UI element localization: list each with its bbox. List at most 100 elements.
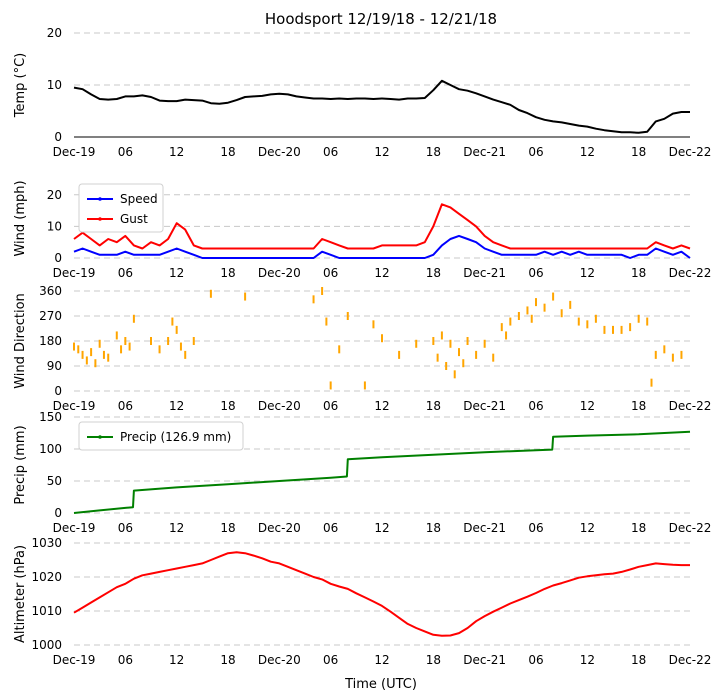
precip-y-tick-label: 0 — [54, 506, 62, 520]
direction-point — [363, 381, 366, 390]
direction-point — [325, 317, 328, 326]
direction-x-tick-label: 18 — [426, 399, 441, 413]
direction-point — [526, 306, 529, 315]
temp-x-tick-label: 18 — [426, 145, 441, 159]
direction-point — [530, 314, 533, 323]
direction-point — [603, 325, 606, 334]
altimeter-y-tick-label: 1020 — [31, 570, 62, 584]
wind-x-tick-label: 06 — [323, 266, 338, 280]
altimeter-x-tick-label: Dec-21 — [463, 653, 506, 667]
direction-point — [466, 337, 469, 345]
wind-x-tick-label: 18 — [631, 266, 646, 280]
direction-point — [171, 317, 174, 326]
precip-x-tick-label: 06 — [118, 521, 133, 535]
precip-legend-marker — [98, 435, 102, 439]
direction-x-tick-label: Dec-22 — [669, 399, 712, 413]
temp-y-tick-label: 20 — [47, 26, 62, 40]
temp-y-axis-label: Temp (°C) — [13, 53, 28, 119]
temp-x-tick-label: Dec-22 — [669, 145, 712, 159]
direction-point — [209, 289, 212, 298]
altimeter-x-tick-label: 18 — [631, 653, 646, 667]
wind-legend-label: Gust — [120, 212, 148, 226]
precip-x-tick-label: Dec-19 — [53, 521, 96, 535]
wind-x-tick-label: Dec-22 — [669, 266, 712, 280]
precip-x-tick-label: 18 — [220, 521, 235, 535]
direction-point — [150, 337, 152, 345]
direction-point — [132, 314, 135, 323]
direction-point — [629, 323, 632, 332]
altimeter-x-tick-label: 12 — [169, 653, 184, 667]
direction-y-tick-label: 180 — [39, 334, 62, 348]
direction-point — [179, 342, 182, 351]
direction-y-tick-label: 0 — [54, 384, 62, 398]
direction-point — [680, 350, 683, 359]
direction-point — [128, 342, 131, 351]
direction-point — [646, 317, 649, 326]
precip-y-tick-label: 100 — [39, 442, 62, 456]
precip-x-tick-label: Dec-21 — [463, 521, 506, 535]
altimeter-y-tick-label: 1010 — [31, 604, 62, 618]
direction-point — [346, 312, 349, 320]
temp-x-tick-label: 18 — [631, 145, 646, 159]
direction-point — [120, 345, 123, 354]
direction-x-tick-label: 18 — [631, 399, 646, 413]
direction-point — [73, 342, 75, 351]
direction-x-tick-label: Dec-21 — [463, 399, 506, 413]
wind-x-tick-label: Dec-19 — [53, 266, 96, 280]
direction-panel: 0 90 180 270 360 Dec-19 06 12 18 Dec-20 06 12 18 Dec-… — [13, 284, 711, 413]
direction-point — [663, 345, 666, 354]
wind-y-tick-label: 10 — [47, 219, 62, 233]
direction-point — [560, 309, 563, 318]
direction-point — [483, 339, 486, 348]
precip-x-tick-label: 06 — [528, 521, 543, 535]
precip-x-tick-label: Dec-22 — [669, 521, 712, 535]
precip-x-tick-label: 12 — [169, 521, 184, 535]
direction-x-tick-label: 12 — [169, 399, 184, 413]
direction-point — [577, 317, 580, 326]
direction-point — [102, 350, 105, 359]
wind-y-tick-label: 0 — [54, 251, 62, 265]
wind-series-line-speed — [73, 234, 691, 259]
altimeter-panel: 1000 1010 1020 1030 Dec-19 06 12 18 Dec-20 06 12 18… — [13, 536, 711, 667]
direction-point — [671, 353, 674, 362]
wind-x-tick-label: 06 — [118, 266, 133, 280]
direction-point — [650, 378, 653, 387]
altimeter-y-tick-label: 1030 — [31, 536, 62, 550]
precip-x-tick-label: 12 — [580, 521, 595, 535]
altimeter-x-tick-label: 12 — [374, 653, 389, 667]
direction-point — [654, 350, 657, 359]
altimeter-y-tick-label: 1000 — [31, 638, 62, 652]
altimeter-series-line-altimeter — [73, 551, 690, 637]
direction-point — [453, 370, 456, 379]
wind-x-tick-label: Dec-21 — [463, 266, 506, 280]
wind-y-axis-label: Wind (mph) — [13, 180, 28, 256]
direction-x-tick-label: 12 — [374, 399, 389, 413]
direction-point — [445, 362, 448, 370]
direction-point — [415, 339, 418, 348]
direction-y-tick-label: 270 — [39, 309, 62, 323]
wind-x-tick-label: 12 — [374, 266, 389, 280]
direction-point — [158, 345, 161, 354]
direction-point — [517, 312, 520, 320]
direction-point — [594, 314, 597, 323]
precip-legend — [78, 421, 244, 451]
direction-point — [543, 303, 546, 312]
wind-x-tick-label: 18 — [426, 266, 441, 280]
direction-point — [184, 350, 187, 359]
temp-x-tick-label: Dec-20 — [258, 145, 301, 159]
altimeter-x-tick-label: 06 — [118, 653, 133, 667]
direction-point — [175, 325, 178, 334]
altimeter-y-axis-label: Altimeter (hPa) — [13, 545, 28, 643]
precip-x-tick-label: Dec-20 — [258, 521, 301, 535]
direction-point — [192, 337, 195, 345]
wind-x-tick-label: 12 — [169, 266, 184, 280]
direction-x-tick-label: 06 — [323, 399, 338, 413]
precip-x-tick-label: 18 — [631, 521, 646, 535]
wind-panel: 0 10 20 Dec-19 06 12 18 Dec-20 06 12 18 Dec-21 06 12 1… — [13, 180, 711, 280]
temp-x-tick-label: 06 — [323, 145, 338, 159]
direction-point — [475, 350, 478, 359]
direction-point — [107, 353, 110, 362]
wind-x-tick-label: 06 — [528, 266, 543, 280]
direction-x-tick-label: 06 — [528, 399, 543, 413]
